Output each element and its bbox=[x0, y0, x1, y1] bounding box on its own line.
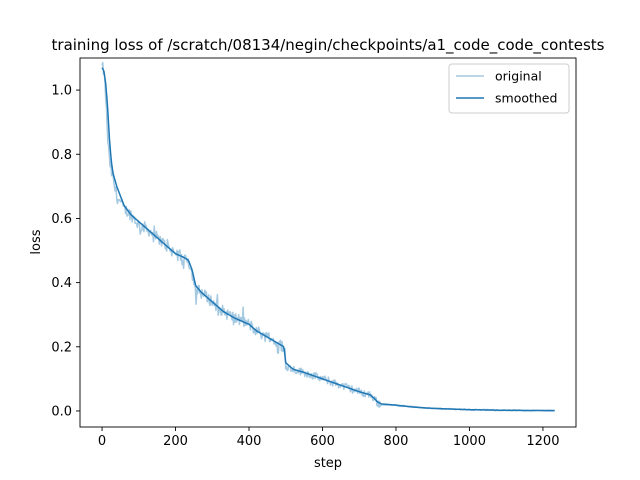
legend: original smoothed bbox=[448, 63, 570, 114]
x-tick-label: 1200 bbox=[526, 434, 559, 449]
y-tick-label: 0.8 bbox=[51, 148, 72, 163]
y-tick-label: 0.0 bbox=[51, 404, 72, 419]
x-tick-label: 200 bbox=[163, 434, 188, 449]
legend-box bbox=[448, 63, 570, 114]
y-axis: 0.0 0.2 0.4 0.6 0.8 1.0 bbox=[51, 84, 80, 419]
x-tick-label: 800 bbox=[384, 434, 409, 449]
axes-frame bbox=[79, 57, 577, 428]
series-line-smoothed bbox=[101, 67, 555, 412]
y-tick-label: 0.2 bbox=[51, 340, 72, 355]
x-axis: 0 200 400 600 800 1000 1200 bbox=[98, 427, 559, 449]
x-tick-label: 0 bbox=[98, 434, 106, 449]
chart-title: training loss of /scratch/08134/negin/ch… bbox=[52, 36, 605, 55]
x-tick-label: 600 bbox=[310, 434, 335, 449]
y-tick-label: 0.6 bbox=[51, 212, 72, 227]
y-tick-label: 1.0 bbox=[51, 84, 72, 99]
x-tick-label: 400 bbox=[237, 434, 262, 449]
y-axis-label: loss bbox=[29, 229, 44, 254]
legend-label-original: original bbox=[495, 69, 542, 84]
x-axis-label: step bbox=[314, 456, 342, 471]
y-tick-label: 0.4 bbox=[51, 276, 72, 291]
plot-area bbox=[79, 57, 577, 428]
x-tick-label: 1000 bbox=[453, 434, 486, 449]
legend-label-smoothed: smoothed bbox=[495, 91, 557, 106]
